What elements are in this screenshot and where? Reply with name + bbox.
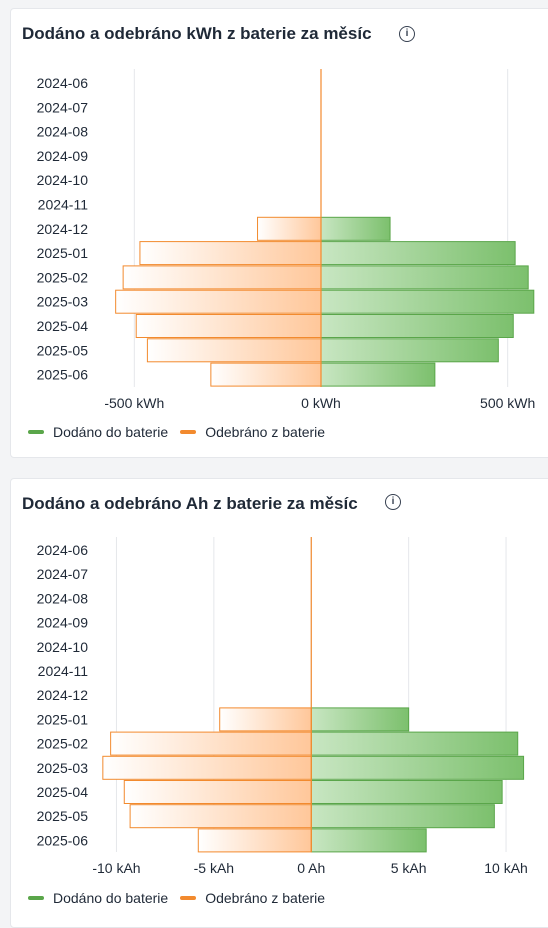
- bar-delivered[interactable]: [310, 755, 525, 780]
- bar-delivered[interactable]: [320, 216, 391, 241]
- legend-swatch-withdrawn: [180, 430, 197, 434]
- y-tick-label: 2025-04: [37, 318, 89, 334]
- bar-withdrawn[interactable]: [122, 265, 322, 290]
- info-icon[interactable]: i: [399, 26, 415, 42]
- kwh-bar-chart: 2024-06 2024-07 2024-08 2024-09 2024-10 2024-…: [37, 69, 535, 409]
- bar-withdrawn[interactable]: [135, 314, 322, 338]
- legend-swatch-delivered: [28, 430, 44, 434]
- bar-withdrawn[interactable]: [123, 780, 312, 804]
- bar-withdrawn[interactable]: [210, 362, 322, 387]
- y-tick-label: 2024-10: [37, 172, 89, 188]
- bar-withdrawn[interactable]: [129, 804, 312, 829]
- y-tick-label: 2024-06: [37, 542, 89, 558]
- y-tick-label: 2025-01: [37, 711, 89, 727]
- bar-delivered[interactable]: [320, 362, 436, 387]
- y-tick-label: 2025-01: [37, 245, 89, 261]
- bar-delivered[interactable]: [320, 314, 514, 338]
- y-tick-label: 2025-03: [37, 294, 89, 310]
- y-tick-label: 2024-08: [37, 590, 89, 606]
- bar-delivered[interactable]: [320, 265, 529, 290]
- x-tick-label: 500 kWh: [480, 395, 535, 409]
- legend-swatch-delivered: [28, 896, 44, 900]
- ah-bar-chart: 2024-06 2024-07 2024-08 2024-09 2024-10 2024-…: [37, 537, 528, 876]
- y-tick-label: 2024-10: [37, 639, 89, 655]
- y-tick-label: 2024-09: [37, 148, 89, 164]
- legend-label-delivered: Dodáno do baterie: [53, 890, 169, 906]
- legend-swatch-withdrawn: [180, 896, 197, 900]
- y-tick-label: 2024-07: [37, 99, 89, 115]
- bar-withdrawn[interactable]: [257, 216, 322, 241]
- bar-delivered[interactable]: [310, 804, 495, 829]
- y-tick-label: 2024-06: [37, 75, 89, 91]
- kwh-chart-legend: Dodáno do baterie Odebráno z baterie: [28, 424, 337, 440]
- bar-withdrawn[interactable]: [197, 828, 312, 853]
- y-tick-label: 2024-07: [37, 566, 89, 582]
- x-tick-label: -10 kAh: [92, 860, 140, 876]
- legend-label-delivered: Dodáno do baterie: [53, 424, 169, 440]
- bar-delivered[interactable]: [310, 731, 519, 756]
- ah-chart-card: Dodáno a odebráno Ah z baterie za měsíc …: [10, 478, 548, 928]
- y-tick-label: 2024-12: [37, 687, 89, 703]
- bar-withdrawn[interactable]: [219, 707, 312, 732]
- bar-delivered[interactable]: [310, 780, 503, 804]
- legend-label-withdrawn: Odebráno z baterie: [205, 890, 326, 906]
- y-tick-label: 2025-06: [37, 832, 89, 848]
- legend-item-delivered[interactable]: Dodáno do baterie: [28, 424, 168, 440]
- kwh-chart-card: Dodáno a odebráno kWh z baterie za měsíc…: [10, 8, 548, 458]
- y-tick-label: 2024-08: [37, 124, 89, 140]
- legend-item-delivered[interactable]: Dodáno do baterie: [28, 890, 168, 906]
- bar-delivered[interactable]: [320, 289, 535, 314]
- legend-label-withdrawn: Odebráno z baterie: [205, 424, 326, 440]
- y-tick-label: 2025-05: [37, 342, 89, 358]
- bar-withdrawn[interactable]: [146, 338, 322, 363]
- bar-delivered[interactable]: [320, 338, 499, 363]
- bar-delivered[interactable]: [310, 707, 410, 732]
- y-tick-label: 2025-02: [37, 269, 89, 285]
- bar-withdrawn[interactable]: [102, 755, 312, 780]
- y-tick-label: 2025-06: [37, 367, 89, 383]
- kwh-chart-title: Dodáno a odebráno kWh z baterie za měsíc: [22, 24, 372, 43]
- legend-item-withdrawn[interactable]: Odebráno z baterie: [180, 424, 325, 440]
- bar-withdrawn[interactable]: [115, 289, 322, 314]
- ah-chart-legend: Dodáno do baterie Odebráno z baterie: [28, 890, 337, 906]
- y-tick-label: 2025-02: [37, 736, 89, 752]
- x-tick-label: 0 kWh: [301, 395, 341, 409]
- x-tick-label: -500 kWh: [104, 395, 164, 409]
- x-tick-label: 0 Ah: [297, 860, 325, 876]
- y-tick-label: 2024-11: [38, 663, 89, 679]
- legend-item-withdrawn[interactable]: Odebráno z baterie: [180, 890, 325, 906]
- x-tick-label: -5 kAh: [194, 860, 234, 876]
- y-tick-label: 2025-03: [37, 760, 89, 776]
- bar-delivered[interactable]: [320, 241, 516, 266]
- y-tick-label: 2025-04: [37, 784, 89, 800]
- bar-delivered[interactable]: [310, 828, 427, 853]
- y-tick-label: 2024-12: [37, 221, 89, 237]
- y-tick-label: 2024-11: [38, 197, 89, 213]
- x-tick-label: 10 kAh: [484, 860, 528, 876]
- bar-withdrawn[interactable]: [110, 731, 312, 756]
- x-tick-label: 5 kAh: [391, 860, 427, 876]
- y-tick-label: 2025-05: [37, 808, 89, 824]
- ah-chart-title: Dodáno a odebráno Ah z baterie za měsíc: [22, 494, 358, 513]
- y-tick-label: 2024-09: [37, 615, 89, 631]
- bar-withdrawn[interactable]: [139, 241, 322, 266]
- info-icon[interactable]: i: [385, 494, 401, 510]
